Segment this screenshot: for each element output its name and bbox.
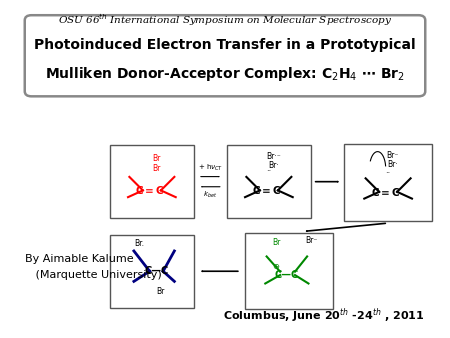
Bar — [110, 145, 194, 218]
Text: + h$\nu_{CT}$: + h$\nu_{CT}$ — [198, 163, 223, 173]
Text: Br·⁻: Br·⁻ — [266, 152, 281, 161]
Text: ··: ·· — [266, 167, 271, 176]
Text: OSU 66$^{th}$ International Symposium on Molecular Spectroscopy: OSU 66$^{th}$ International Symposium on… — [58, 12, 392, 28]
Text: Br: Br — [156, 287, 164, 296]
Text: Br⁻: Br⁻ — [387, 151, 399, 160]
Text: Br.: Br. — [135, 239, 144, 248]
Text: C$\equiv$C: C$\equiv$C — [252, 185, 281, 196]
Text: ··: ·· — [386, 169, 391, 178]
Bar — [344, 144, 432, 221]
Text: C$\equiv$C: C$\equiv$C — [371, 186, 400, 198]
Bar — [227, 145, 310, 218]
Text: Br: Br — [152, 164, 161, 173]
Text: C—C: C—C — [144, 266, 168, 276]
Text: Br⁻: Br⁻ — [305, 236, 317, 245]
Bar — [245, 233, 333, 309]
Text: Mulliken Donor-Acceptor Complex: C$_{2}$H$_{4}$ ⋯ Br$_{2}$: Mulliken Donor-Acceptor Complex: C$_{2}$… — [45, 65, 405, 82]
Text: C—C: C—C — [275, 270, 299, 280]
Text: ⊕: ⊕ — [272, 262, 279, 271]
Text: $k_{bet}$: $k_{bet}$ — [203, 190, 217, 200]
Text: By Aimable Kalume: By Aimable Kalume — [25, 254, 133, 264]
Text: Br·: Br· — [387, 160, 398, 169]
Text: Photoinduced Electron Transfer in a Prototypical: Photoinduced Electron Transfer in a Prot… — [34, 38, 416, 52]
Text: Br: Br — [152, 154, 161, 163]
FancyBboxPatch shape — [25, 15, 425, 96]
Text: C$\equiv$C: C$\equiv$C — [135, 185, 164, 196]
Bar — [110, 235, 194, 308]
Text: Br·: Br· — [268, 161, 279, 170]
Text: (Marquette University): (Marquette University) — [25, 270, 162, 281]
Text: Columbus, June 20$^{th}$ -24$^{th}$ , 2011: Columbus, June 20$^{th}$ -24$^{th}$ , 20… — [223, 307, 425, 325]
Text: Br: Br — [272, 238, 280, 247]
